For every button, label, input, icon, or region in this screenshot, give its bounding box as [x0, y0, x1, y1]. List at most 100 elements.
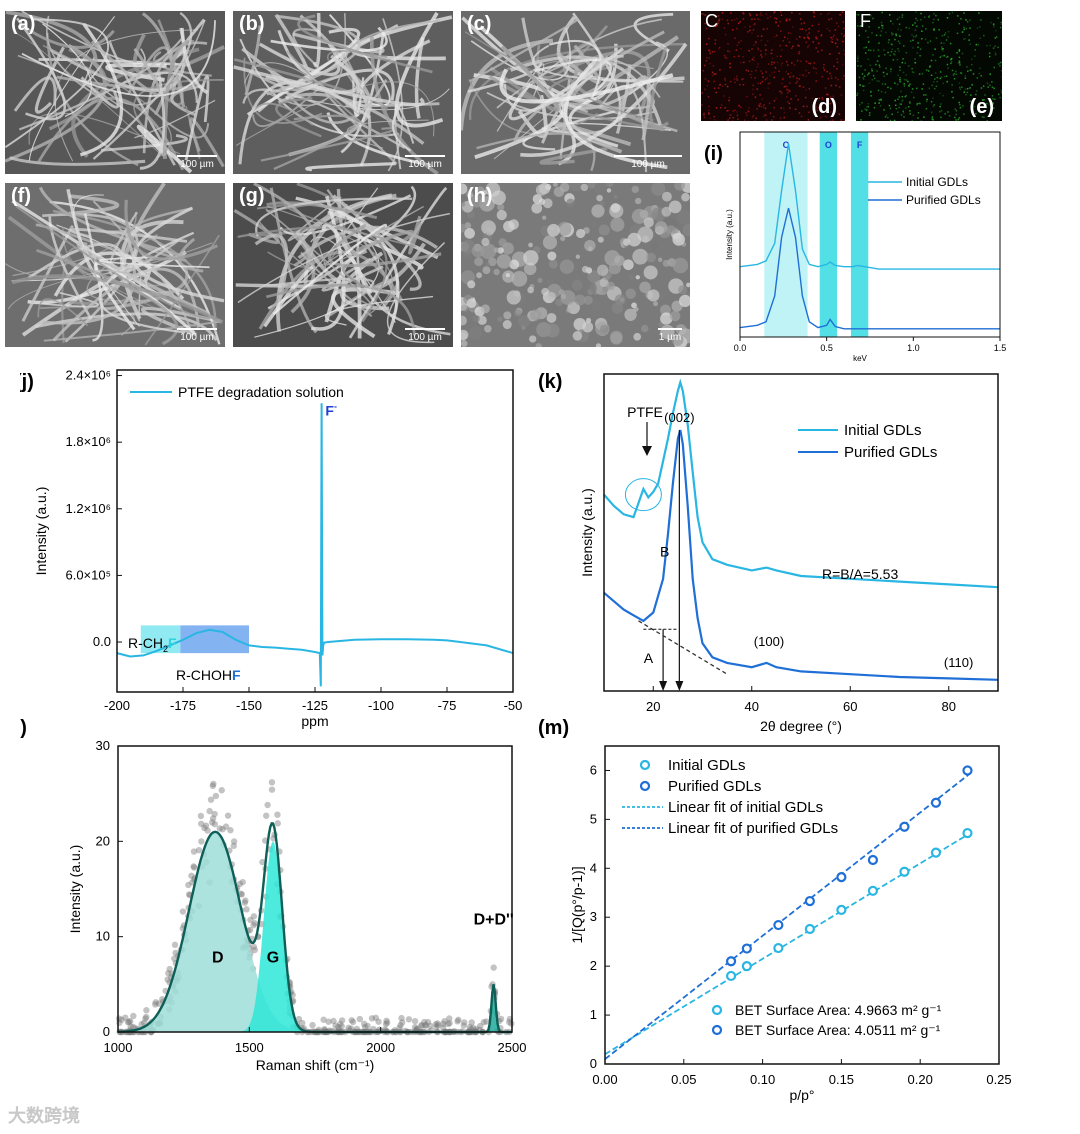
map-speckle — [893, 53, 895, 55]
map-speckle — [953, 72, 956, 75]
map-speckle — [891, 113, 893, 115]
map-speckle — [830, 84, 833, 87]
sem-fiber — [467, 62, 543, 93]
map-speckle — [728, 117, 731, 119]
map-speckle — [887, 41, 890, 44]
map-speckle — [760, 35, 763, 37]
sem-fiber — [46, 32, 139, 167]
map-speckle — [757, 47, 759, 50]
annotation-superscript: - — [334, 401, 337, 411]
map-speckle — [795, 82, 797, 84]
map-speckle — [972, 73, 975, 75]
map-speckle — [828, 12, 830, 15]
map-speckle — [752, 93, 754, 96]
raman-data-point — [411, 1017, 419, 1025]
map-speckle — [898, 106, 900, 109]
map-speckle — [708, 105, 710, 108]
map-speckle — [881, 11, 883, 14]
map-speckle — [820, 34, 823, 36]
map-speckle — [759, 14, 762, 16]
map-speckle — [887, 86, 889, 89]
map-speckle — [727, 118, 730, 121]
map-speckle — [936, 80, 938, 83]
sem-fiber — [38, 292, 99, 308]
legend-entry: PTFE degradation solution — [178, 384, 344, 400]
ptfe-circle — [624, 478, 662, 512]
map-speckle — [971, 58, 973, 61]
map-speckle — [859, 103, 861, 106]
map-speckle — [781, 62, 783, 65]
map-speckle — [707, 112, 710, 115]
map-speckle — [771, 63, 773, 66]
map-speckle — [960, 72, 963, 75]
map-speckle — [742, 12, 745, 15]
map-speckle — [740, 47, 742, 50]
map-speckle — [905, 79, 908, 81]
sem-particle — [560, 290, 576, 306]
map-speckle — [826, 93, 828, 96]
map-speckle — [800, 18, 802, 20]
map-speckle — [995, 36, 998, 38]
map-speckle — [720, 104, 723, 106]
sem-particle — [528, 242, 533, 248]
raman-data-point — [219, 826, 226, 833]
map-speckle — [942, 50, 944, 52]
particle-texture — [461, 183, 690, 347]
map-speckle — [816, 115, 818, 118]
map-speckle — [923, 16, 926, 18]
map-speckle — [719, 69, 721, 71]
sem-fiber — [21, 11, 146, 65]
map-speckle — [946, 63, 949, 66]
raman-data-point — [460, 1022, 467, 1029]
sem-fiber — [5, 11, 98, 63]
map-speckle — [958, 49, 961, 51]
map-speckle — [956, 32, 959, 35]
map-speckle — [868, 112, 871, 114]
sem-particle — [611, 302, 624, 314]
map-speckle — [754, 96, 757, 98]
sem-particle — [613, 194, 618, 199]
map-speckle — [959, 103, 961, 106]
map-speckle — [950, 58, 952, 61]
sem-particle — [502, 320, 512, 330]
peak-label-dd: D+D'' — [474, 911, 514, 928]
map-speckle — [781, 78, 784, 81]
panel-label: (f) — [11, 185, 31, 207]
map-speckle — [957, 15, 959, 17]
map-speckle — [813, 62, 816, 64]
map-speckle — [805, 69, 807, 72]
map-speckle — [934, 72, 937, 74]
sem-particle — [634, 197, 642, 205]
sem-particle — [469, 326, 483, 340]
map-speckle — [868, 82, 871, 84]
sem-fiber — [141, 306, 222, 337]
raman-data-point — [309, 1021, 316, 1029]
scale-bar: 100 µm — [614, 155, 682, 170]
map-speckle — [790, 98, 792, 100]
map-speckle — [751, 18, 753, 21]
panel-label: (g) — [239, 185, 265, 207]
map-speckle — [899, 76, 901, 79]
map-speckle — [871, 32, 873, 34]
map-speckle — [894, 54, 896, 56]
raman-data-point — [444, 1020, 452, 1028]
map-speckle — [798, 12, 801, 15]
raman-data-point — [165, 970, 172, 977]
sem-fiber — [265, 208, 372, 307]
peak-fill-D — [118, 831, 512, 1032]
map-speckle — [789, 76, 791, 78]
map-speckle — [844, 53, 845, 56]
map-speckle — [713, 73, 715, 76]
raman-data-point — [506, 1018, 513, 1026]
map-speckle — [950, 60, 953, 63]
map-speckle — [761, 98, 763, 100]
map-speckle — [777, 25, 780, 27]
map-speckle — [938, 28, 940, 31]
sem-particle — [633, 332, 642, 341]
map-speckle — [997, 46, 999, 49]
map-speckle — [879, 34, 882, 37]
legend-marker — [639, 759, 651, 771]
raman-data-point — [356, 1015, 364, 1023]
map-speckle — [889, 20, 892, 22]
map-speckle — [715, 107, 718, 109]
